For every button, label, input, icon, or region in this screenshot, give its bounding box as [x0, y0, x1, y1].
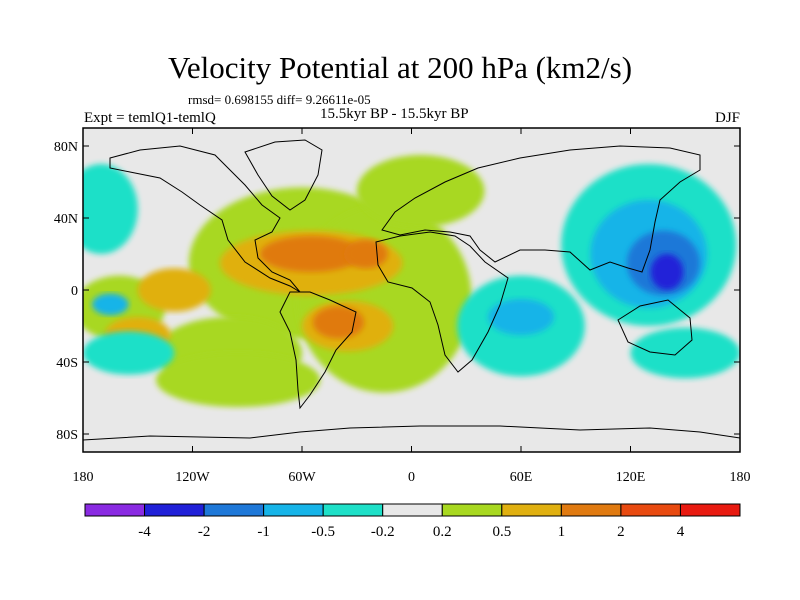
coastline-south-america	[279, 291, 357, 410]
colorbar-swatch	[263, 503, 324, 517]
coastline-africa	[375, 231, 509, 373]
coastline-antarctica	[83, 425, 740, 441]
colorbar-label: 0.5	[492, 524, 511, 540]
contour-region	[260, 236, 363, 272]
x-tick-label: 120W	[175, 470, 210, 485]
contour-region	[312, 306, 365, 339]
period-label: 15.5kyr BP - 15.5kyr BP	[320, 106, 469, 122]
x-tick-label: 60W	[288, 470, 316, 485]
colorbar-label: 1	[558, 524, 566, 540]
colorbar-label: -2	[198, 524, 211, 540]
y-tick-label: 80S	[56, 428, 78, 443]
contour-fills	[83, 155, 740, 407]
colorbar-swatch	[679, 503, 741, 517]
x-tick-label: 120E	[616, 470, 646, 485]
y-tick-label: 0	[71, 284, 78, 299]
colorbar-swatch	[203, 503, 265, 517]
x-tick-label: 0	[408, 470, 415, 485]
colorbar-label: -1	[257, 524, 270, 540]
contour-region	[356, 155, 485, 227]
coastline-europe-asia	[381, 145, 701, 273]
colorbar-label: -4	[138, 524, 151, 540]
y-tick-label: 40S	[56, 356, 78, 371]
colorbar-swatch	[84, 503, 146, 517]
contour-region	[630, 327, 740, 379]
coastline-north-america	[109, 145, 301, 293]
x-tick-label: 180	[730, 470, 751, 485]
colorbar-label: -0.5	[311, 524, 335, 540]
experiment-label: Expt = temlQ1-temlQ	[84, 110, 216, 126]
coastline-australia	[617, 299, 693, 356]
colorbar-swatch	[501, 503, 562, 517]
y-tick-label: 40N	[54, 212, 78, 227]
colorbar-label: 2	[617, 524, 625, 540]
colorbar: -4 -2 -1 -0.5 -0.2 0.2 0.5 1 2 4	[84, 503, 741, 540]
colorbar-label: -0.2	[371, 524, 395, 540]
contour-region	[650, 254, 684, 290]
contour-region	[343, 239, 388, 269]
colorbar-swatch	[382, 503, 443, 517]
colorbar-swatch	[560, 503, 622, 517]
plot-area	[82, 127, 741, 453]
coastline-greenland	[244, 139, 323, 211]
y-tick-label: 80N	[54, 140, 78, 155]
colorbar-label: 0.2	[433, 524, 452, 540]
contour-region	[488, 299, 554, 335]
colorbar-swatch	[620, 503, 681, 517]
colorbar-swatch	[441, 503, 503, 517]
x-tick-label: 180	[73, 470, 94, 485]
y-axis: 80N 40N 0 40S 80S	[54, 140, 740, 443]
contour-region	[83, 331, 175, 375]
season-label: DJF	[714, 110, 740, 126]
x-axis: 180 120W 60W 0 60E 120E 180	[73, 128, 751, 485]
colorbar-swatch	[144, 503, 205, 517]
coastlines	[83, 139, 740, 441]
x-tick-label: 60E	[510, 470, 533, 485]
colorbar-label: 4	[677, 524, 685, 540]
contour-region	[92, 293, 129, 316]
stats-text: rmsd= 0.698155 diff= 9.26611e-05	[188, 92, 371, 107]
contour-region	[137, 268, 211, 312]
colorbar-swatch	[322, 503, 384, 517]
chart-title: Velocity Potential at 200 hPa (km2/s)	[167, 50, 633, 85]
contour-region	[156, 353, 321, 407]
contour-region	[83, 164, 138, 254]
